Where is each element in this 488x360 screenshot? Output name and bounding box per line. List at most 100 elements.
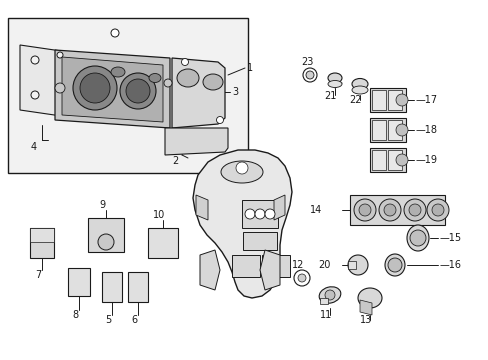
Circle shape xyxy=(31,56,39,64)
Ellipse shape xyxy=(351,78,367,90)
Ellipse shape xyxy=(221,161,263,183)
Circle shape xyxy=(395,154,407,166)
Circle shape xyxy=(347,255,367,275)
Circle shape xyxy=(80,73,110,103)
Text: 9: 9 xyxy=(99,200,105,210)
Text: 10: 10 xyxy=(153,210,165,220)
Ellipse shape xyxy=(111,67,125,77)
Text: 23: 23 xyxy=(300,57,312,67)
Circle shape xyxy=(358,204,370,216)
Circle shape xyxy=(395,94,407,106)
Circle shape xyxy=(111,29,119,37)
Text: —17: —17 xyxy=(415,95,437,105)
Circle shape xyxy=(181,58,188,66)
Text: 6: 6 xyxy=(131,315,137,325)
Ellipse shape xyxy=(203,74,223,90)
Ellipse shape xyxy=(357,288,381,308)
Bar xyxy=(371,150,385,170)
Text: —18: —18 xyxy=(415,125,437,135)
Polygon shape xyxy=(193,150,291,298)
Text: 14: 14 xyxy=(309,205,322,215)
Text: 4: 4 xyxy=(31,142,37,152)
Bar xyxy=(262,255,289,277)
Bar xyxy=(371,90,385,110)
Text: 2: 2 xyxy=(171,156,178,166)
Circle shape xyxy=(395,124,407,136)
Bar xyxy=(349,195,444,225)
Polygon shape xyxy=(55,50,170,128)
Ellipse shape xyxy=(384,254,404,276)
Circle shape xyxy=(73,66,117,110)
Circle shape xyxy=(378,199,400,221)
Circle shape xyxy=(57,52,63,58)
Polygon shape xyxy=(172,58,224,128)
Bar xyxy=(242,200,278,228)
Bar xyxy=(88,218,124,252)
Circle shape xyxy=(383,204,395,216)
Bar xyxy=(102,272,122,302)
Circle shape xyxy=(264,209,274,219)
Circle shape xyxy=(403,199,425,221)
Ellipse shape xyxy=(319,287,340,303)
Ellipse shape xyxy=(149,73,161,82)
Circle shape xyxy=(431,204,443,216)
Ellipse shape xyxy=(177,69,199,87)
Circle shape xyxy=(305,71,313,79)
Polygon shape xyxy=(164,128,227,155)
Ellipse shape xyxy=(327,81,341,87)
Circle shape xyxy=(409,230,425,246)
Polygon shape xyxy=(260,250,280,290)
Polygon shape xyxy=(273,195,285,220)
Circle shape xyxy=(216,117,223,123)
Bar xyxy=(371,120,385,140)
Bar xyxy=(68,268,90,296)
Text: 13: 13 xyxy=(359,315,371,325)
Bar xyxy=(369,88,405,112)
Text: 3: 3 xyxy=(231,87,238,97)
Circle shape xyxy=(163,79,172,87)
Polygon shape xyxy=(359,300,371,315)
Text: —16: —16 xyxy=(439,260,461,270)
Circle shape xyxy=(120,73,156,109)
Polygon shape xyxy=(62,57,163,122)
Bar xyxy=(243,232,276,250)
Ellipse shape xyxy=(327,73,341,83)
Circle shape xyxy=(126,79,150,103)
Text: 5: 5 xyxy=(104,315,111,325)
Bar xyxy=(347,261,355,269)
Text: 20: 20 xyxy=(317,260,330,270)
Circle shape xyxy=(254,209,264,219)
Circle shape xyxy=(31,91,39,99)
Text: 7: 7 xyxy=(35,270,41,280)
Text: 21: 21 xyxy=(323,91,336,101)
Bar xyxy=(30,228,54,258)
Bar xyxy=(369,118,405,142)
Bar xyxy=(319,298,327,304)
Circle shape xyxy=(325,290,334,300)
Ellipse shape xyxy=(351,86,367,94)
Circle shape xyxy=(236,162,247,174)
Text: 1: 1 xyxy=(246,63,253,73)
Circle shape xyxy=(98,234,114,250)
Text: 11: 11 xyxy=(319,310,331,320)
Circle shape xyxy=(426,199,448,221)
Bar xyxy=(369,148,405,172)
Text: 8: 8 xyxy=(72,310,78,320)
Circle shape xyxy=(303,68,316,82)
Bar xyxy=(387,90,401,110)
Bar xyxy=(387,120,401,140)
Text: —15: —15 xyxy=(439,233,461,243)
Polygon shape xyxy=(196,195,207,220)
Polygon shape xyxy=(200,250,220,290)
Circle shape xyxy=(293,270,309,286)
Circle shape xyxy=(387,258,401,272)
Circle shape xyxy=(408,204,420,216)
Bar xyxy=(148,228,178,258)
Circle shape xyxy=(244,209,254,219)
Circle shape xyxy=(353,199,375,221)
Text: 22: 22 xyxy=(348,95,361,105)
Text: 12: 12 xyxy=(291,260,304,270)
Bar xyxy=(231,255,260,277)
Polygon shape xyxy=(20,45,75,118)
Bar xyxy=(8,18,247,173)
